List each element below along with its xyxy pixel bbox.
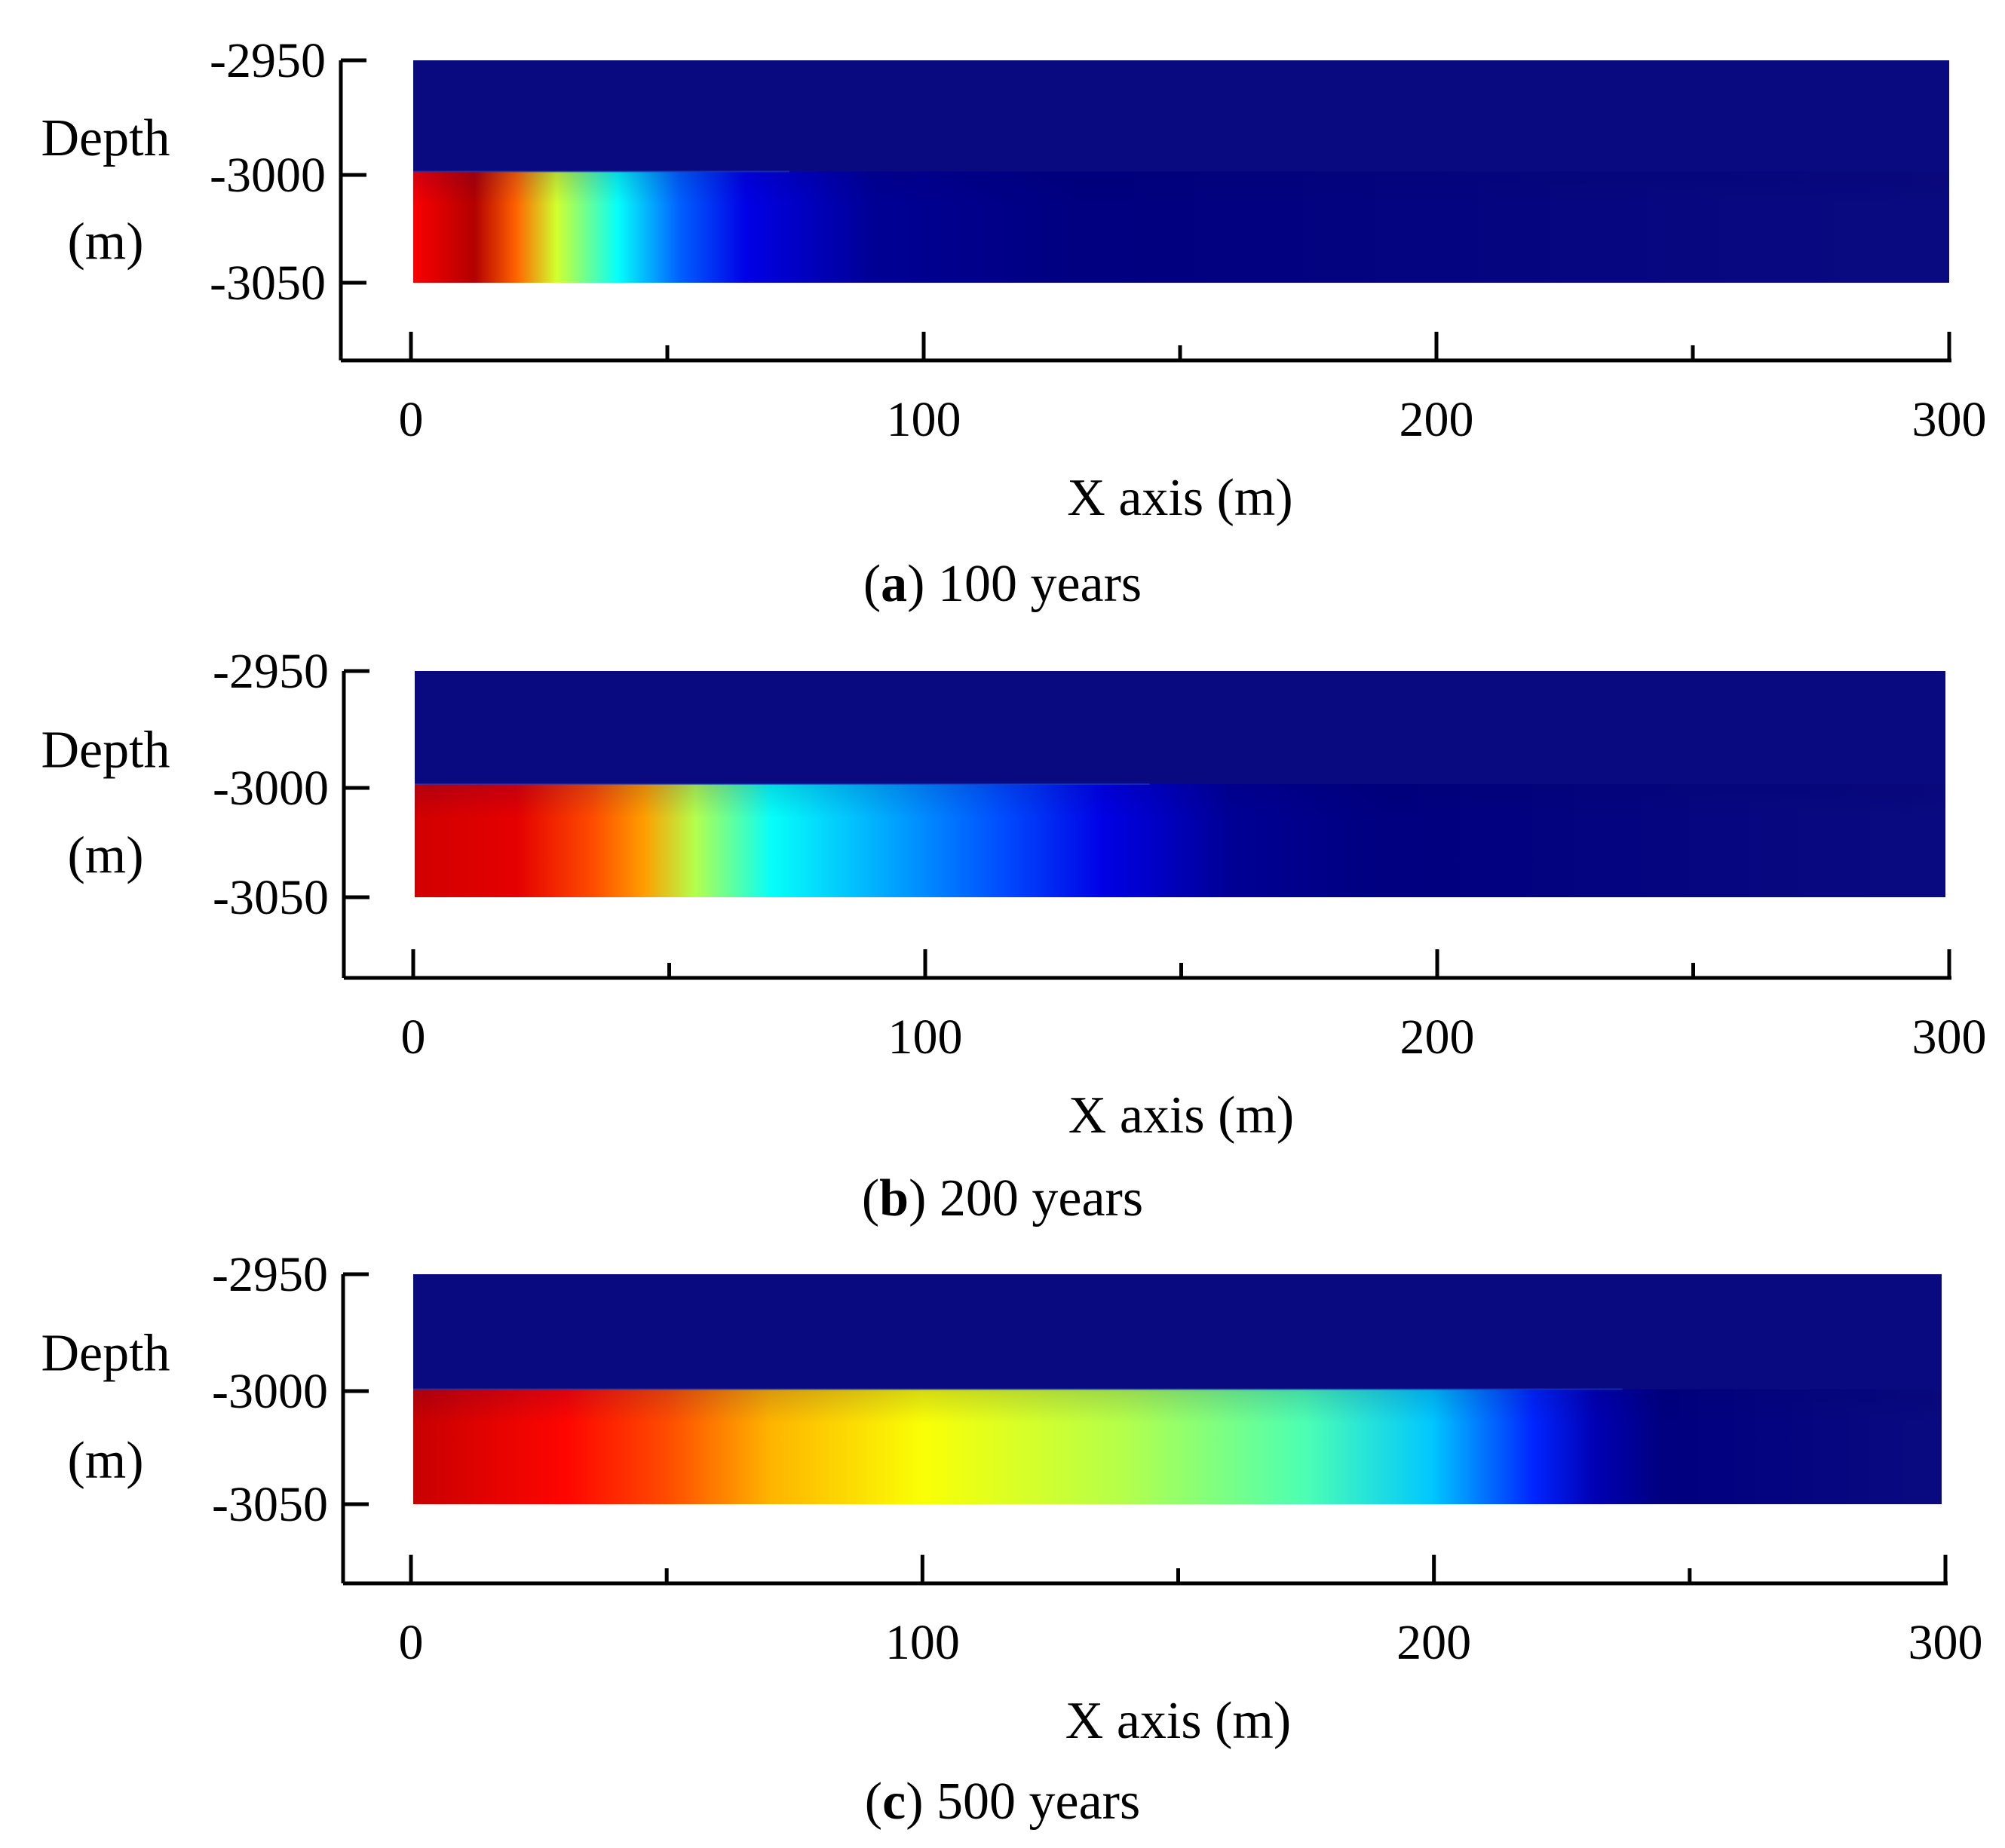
caption-text-b: 200 years <box>939 1169 1144 1227</box>
y-tick-label: -3000 <box>213 761 329 816</box>
x-tick-label: 100 <box>888 1010 963 1065</box>
caption-letter-a: a <box>881 555 908 613</box>
y-tick-label: -2950 <box>212 1247 328 1302</box>
caption-a: (a) 100 years <box>863 555 1142 613</box>
x-tick-label: 200 <box>1400 1010 1475 1065</box>
x-tick-label: 300 <box>1908 1615 1983 1670</box>
x-tick-label: 100 <box>885 1615 960 1670</box>
y-axis-label-line2: (m) <box>67 827 143 885</box>
chart-panel-a: -2950 -3000 -3050 0 100 200 300 X axis (m) Depth… <box>0 0 2005 618</box>
x-tick-label: 0 <box>401 1010 426 1065</box>
x-tick-label: 300 <box>1912 392 1987 447</box>
y-tick-label: -3000 <box>210 148 326 203</box>
caption-letter-c: c <box>882 1773 906 1831</box>
x-tick-label: 0 <box>399 392 424 447</box>
y-axis-label-line1: Depth <box>41 109 170 167</box>
y-axis-label-line2: (m) <box>67 213 143 271</box>
caption-c: (c) 500 years <box>864 1773 1141 1831</box>
plume-shading <box>413 1389 1942 1504</box>
x-tick-label: 100 <box>887 392 961 447</box>
plume-shading <box>415 784 1945 897</box>
x-axis-label: X axis (m) <box>1068 1086 1294 1145</box>
y-axis-label-line1: Depth <box>41 722 170 780</box>
y-tick-label: -3050 <box>213 870 329 925</box>
chart-panel-c: -2950 -3000 -3050 0 100 200 300 X axis (m) Depth… <box>0 1206 2005 1848</box>
y-tick-label: -3050 <box>212 1477 328 1532</box>
y-axis-label-line1: Depth <box>41 1325 170 1383</box>
heatmap-chart-c: -2950 -3000 -3050 0 100 200 300 X axis (m) Depth… <box>41 1247 1983 1750</box>
x-axis-label: X axis (m) <box>1067 469 1292 527</box>
caption-text-c: 500 years <box>937 1773 1141 1831</box>
caption-text-a: 100 years <box>937 555 1142 613</box>
heatmap-chart-a: -2950 -3000 -3050 0 100 200 300 X axis (m) Depth… <box>41 33 1987 527</box>
plume-shading <box>413 171 1949 283</box>
y-tick-label: -2950 <box>210 33 326 88</box>
chart-panel-b: -2950 -3000 -3050 0 100 200 300 X axis (m) Depth… <box>0 603 2005 1227</box>
x-tick-label: 0 <box>399 1615 424 1670</box>
y-axis-label-line2: (m) <box>67 1432 143 1490</box>
x-axis-label: X axis (m) <box>1065 1692 1291 1750</box>
x-tick-label: 200 <box>1400 392 1474 447</box>
y-tick-label: -3000 <box>212 1364 328 1419</box>
y-tick-label: -3050 <box>210 256 326 311</box>
x-tick-label: 200 <box>1396 1615 1471 1670</box>
x-tick-label: 300 <box>1912 1010 1987 1065</box>
y-tick-label: -2950 <box>213 644 329 699</box>
caption-b: (b) 200 years <box>861 1169 1144 1227</box>
caption-letter-b: b <box>879 1169 909 1227</box>
heatmap-chart-b: -2950 -3000 -3050 0 100 200 300 X axis (m) Depth… <box>41 644 1987 1145</box>
